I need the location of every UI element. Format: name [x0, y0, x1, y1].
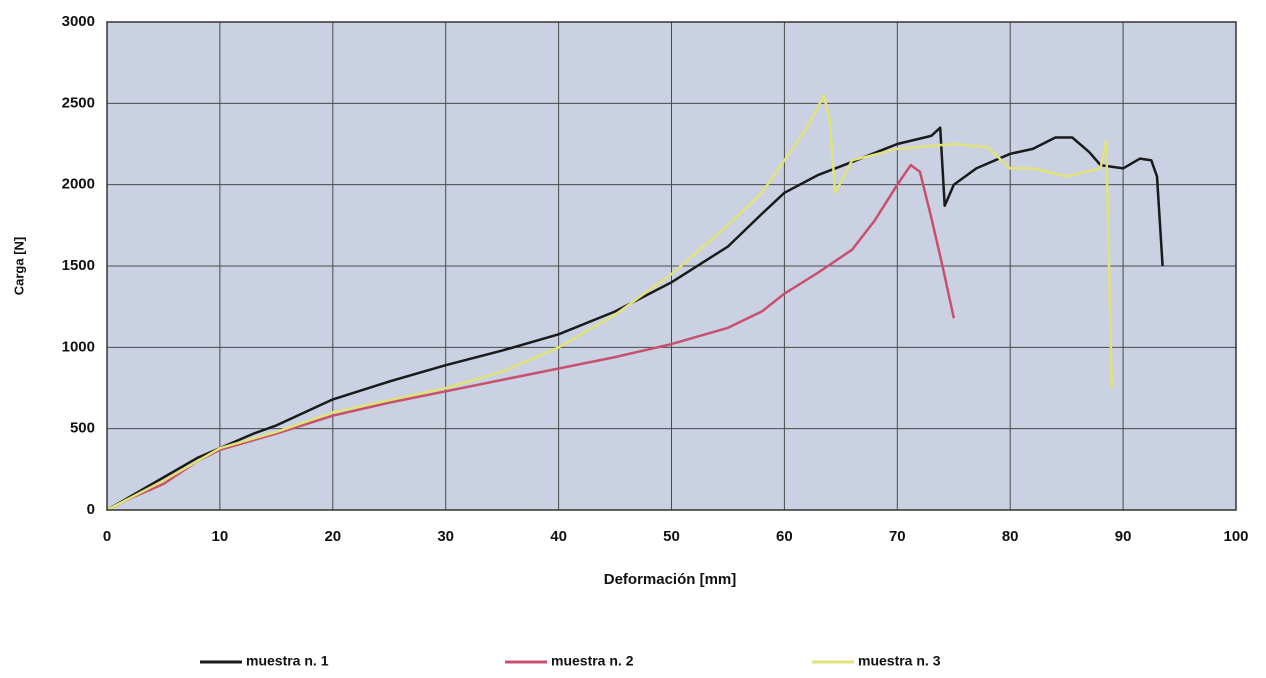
x-tick-label: 70 — [889, 528, 906, 545]
y-tick-label: 0 — [87, 501, 95, 518]
y-tick-label: 3000 — [62, 13, 95, 30]
x-tick-label: 20 — [324, 528, 341, 545]
y-axis-label: Carga [N] — [11, 237, 26, 296]
x-tick-label: 10 — [212, 528, 229, 545]
legend-label: muestra n. 1 — [246, 653, 329, 669]
x-tick-label: 40 — [550, 528, 567, 545]
y-tick-label: 2000 — [62, 176, 95, 193]
y-tick-label: 1500 — [62, 257, 95, 274]
x-tick-label: 100 — [1223, 528, 1248, 545]
chart: Deformación [mm] Carga [N] 0500100015002… — [0, 0, 1266, 678]
x-tick-label: 30 — [437, 528, 454, 545]
legend-label: muestra n. 3 — [858, 653, 941, 669]
x-tick-label: 60 — [776, 528, 793, 545]
y-tick-label: 2500 — [62, 94, 95, 111]
y-tick-label: 500 — [70, 420, 95, 437]
y-tick-label: 1000 — [62, 338, 95, 355]
x-tick-label: 0 — [103, 528, 111, 545]
x-tick-label: 80 — [1002, 528, 1019, 545]
x-axis-label: Deformación [mm] — [604, 571, 737, 588]
legend-label: muestra n. 2 — [551, 653, 634, 669]
x-tick-label: 50 — [663, 528, 680, 545]
x-tick-label: 90 — [1115, 528, 1132, 545]
